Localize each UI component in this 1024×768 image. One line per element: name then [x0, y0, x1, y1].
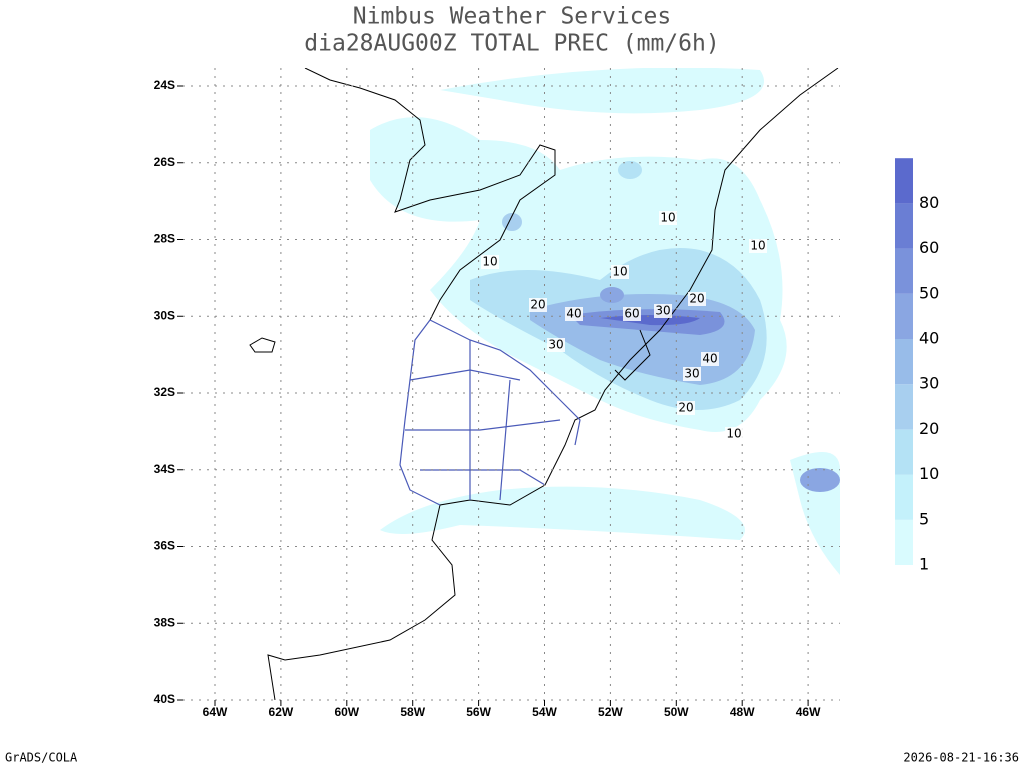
colorbar-box — [895, 248, 913, 294]
contour-label-bg — [683, 367, 701, 381]
lon-label: 64W — [203, 705, 228, 719]
contour-label-bg — [749, 239, 767, 253]
footer-right: 2026-08-21-16:36 — [903, 751, 1019, 765]
title-line: Nimbus Weather Services — [353, 4, 672, 30]
lon-label: 62W — [269, 705, 294, 719]
contour-label: 10 — [726, 427, 741, 441]
contour-label-bg — [654, 304, 672, 318]
title-line: dia28AUG00Z TOTAL PREC (mm/6h) — [304, 31, 719, 57]
colorbar-box — [895, 203, 913, 249]
colorbar-label: 80 — [919, 193, 939, 212]
contour-label-bg — [623, 307, 641, 321]
colorbar-label: 1 — [919, 555, 929, 574]
colorbar-label: 10 — [919, 464, 939, 483]
contour-label: 40 — [702, 352, 717, 366]
contour-label: 40 — [566, 307, 581, 321]
colorbar-box — [895, 158, 913, 204]
lon-label: 46W — [796, 705, 821, 719]
contour-label: 20 — [678, 401, 693, 415]
contour-label-bg — [701, 352, 719, 366]
contour-label: 30 — [655, 304, 670, 318]
colorbar-box — [895, 384, 913, 430]
contour-label: 10 — [482, 255, 497, 269]
lon-label: 52W — [598, 705, 623, 719]
contour-label: 60 — [624, 307, 639, 321]
contour-label-bg — [688, 292, 706, 306]
contour-label-bg — [565, 307, 583, 321]
colorbar-label: 40 — [919, 329, 939, 348]
lon-label: 60W — [334, 705, 359, 719]
contour-label-bg — [547, 338, 565, 352]
colorbar-label: 60 — [919, 238, 939, 257]
contour-label-bg — [529, 298, 547, 312]
contour-label: 20 — [530, 298, 545, 312]
contour-label-bg — [481, 255, 499, 269]
lat-label: 26S — [154, 155, 175, 169]
colorbar-label: 5 — [919, 509, 929, 528]
footer-left: GrADS/COLA — [5, 751, 78, 765]
colorbar-label: 30 — [919, 374, 939, 393]
lon-label: 50W — [664, 705, 689, 719]
lon-label: 58W — [400, 705, 425, 719]
colorbar-box — [895, 429, 913, 475]
colorbar-label: 50 — [919, 283, 939, 302]
contour-label: 10 — [612, 265, 627, 279]
contour-label-bg — [677, 401, 695, 415]
lat-label: 24S — [154, 78, 175, 92]
lon-label: 48W — [730, 705, 755, 719]
colorbar-box — [895, 293, 913, 339]
lat-label: 38S — [154, 615, 175, 629]
lat-label: 30S — [154, 308, 175, 322]
lat-label: 40S — [154, 692, 175, 706]
contour-label: 20 — [689, 292, 704, 306]
contour-label-bg — [725, 427, 743, 441]
coastline — [249, 68, 839, 700]
lon-label: 54W — [532, 705, 557, 719]
graticule — [177, 68, 840, 706]
colorbar-box — [895, 474, 913, 520]
contour-label: 30 — [684, 367, 699, 381]
lat-label: 34S — [154, 462, 175, 476]
lon-label: 56W — [466, 705, 491, 719]
colorbar-box — [895, 519, 913, 565]
contour-label: 10 — [660, 211, 675, 225]
contour-label: 10 — [750, 239, 765, 253]
precipitation-field — [370, 68, 840, 575]
lat-label: 36S — [154, 539, 175, 553]
contour-label-bg — [659, 211, 677, 225]
colorbar-label: 20 — [919, 419, 939, 438]
contour-label-bg — [611, 265, 629, 279]
lat-label: 32S — [154, 385, 175, 399]
contour-label: 30 — [548, 338, 563, 352]
colorbar-box — [895, 339, 913, 385]
lat-label: 28S — [154, 232, 175, 246]
